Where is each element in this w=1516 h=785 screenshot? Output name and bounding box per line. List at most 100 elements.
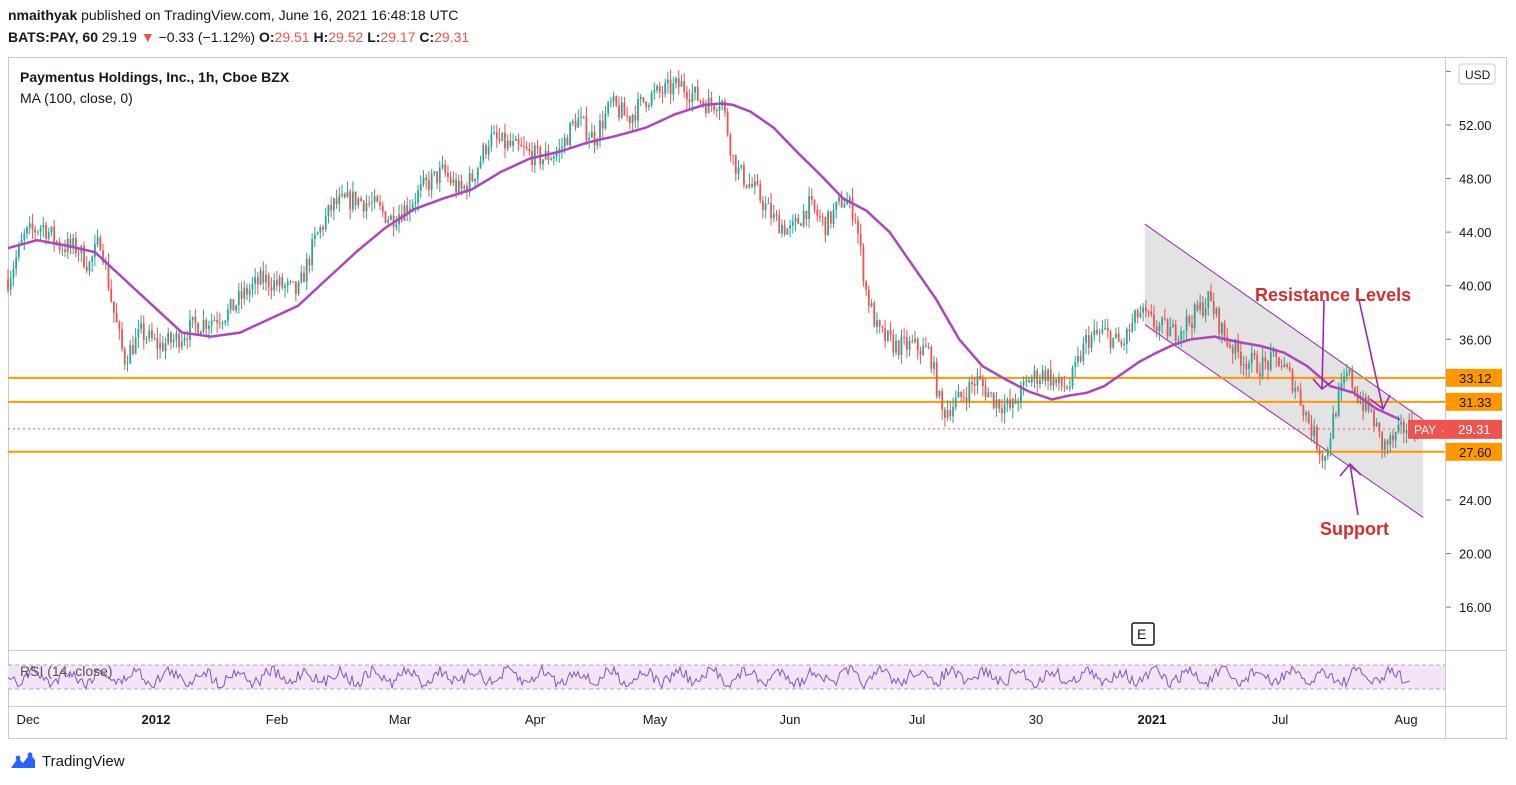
candle-body [911, 341, 914, 343]
candle-body [971, 382, 973, 384]
currency-button[interactable]: USD [1458, 63, 1496, 85]
time-axis-labels: Dec 2012 Feb Mar Apr May Jun Jul 30 2021 Jul Aug [16, 712, 1417, 727]
candle-body [536, 145, 539, 148]
candle-body [354, 191, 357, 206]
candle-body [1302, 405, 1305, 416]
candle-body [1337, 390, 1340, 416]
candle-body [1172, 324, 1174, 328]
candle-body [452, 179, 455, 184]
candle-body [1326, 449, 1329, 457]
candle-body [1218, 308, 1221, 334]
candle-body [1354, 387, 1356, 394]
rsi-line [7, 663, 1411, 690]
candle-body [895, 340, 897, 353]
earnings-marker[interactable]: E [1131, 622, 1155, 646]
candle-body [294, 281, 297, 294]
candle-body [183, 338, 186, 342]
candle-body [857, 220, 859, 234]
candle-body [77, 253, 80, 255]
candle-body [786, 228, 789, 235]
candle-body [1305, 412, 1307, 416]
candle-body [1364, 396, 1367, 411]
candle-body [743, 165, 745, 185]
candle-body [1253, 353, 1256, 356]
resistance-label: Resistance Levels [1255, 285, 1411, 305]
earnings-marker-label: E [1137, 626, 1146, 642]
candle-body [148, 330, 151, 339]
candle-body [170, 332, 172, 343]
candle-body [1329, 438, 1332, 450]
price-tick-48.00: 48.00 [1459, 172, 1492, 187]
candle-body [512, 140, 515, 146]
price-levels[interactable] [8, 376, 1445, 453]
support-annotation[interactable]: Support [1320, 462, 1389, 539]
candle-body [1182, 330, 1185, 332]
candle-body [479, 160, 482, 168]
candle-body [498, 138, 501, 141]
author[interactable]: nmaithyak [8, 7, 78, 23]
descending-channel[interactable] [1144, 223, 1424, 518]
channel-upper-line [1144, 223, 1424, 421]
tradingview-brand[interactable]: TradingView [10, 752, 125, 770]
candle-body [83, 245, 85, 267]
candle-body [718, 106, 721, 111]
candle-body [905, 337, 908, 350]
candle-body [965, 397, 968, 402]
candle-body [816, 209, 819, 217]
candle-body [237, 291, 240, 306]
candle-body [31, 223, 34, 230]
candle-body [1248, 363, 1250, 369]
candle-body [289, 281, 292, 283]
resistance-annotation[interactable]: Resistance Levels [1255, 285, 1411, 411]
time-tick-0: Dec [16, 712, 40, 727]
candle-body [1049, 369, 1052, 386]
candle-body [1117, 333, 1120, 342]
published-text: published on TradingView.com, June 16, 2… [81, 7, 459, 23]
candle-body [381, 205, 384, 212]
candle-body [61, 249, 64, 251]
currency-label: USD [1465, 68, 1491, 82]
candle-body [1001, 408, 1003, 414]
candle-body [482, 145, 485, 161]
candle-body [1242, 364, 1245, 366]
candle-body [113, 301, 115, 313]
candle-body [335, 198, 338, 205]
candle-body [189, 319, 191, 340]
candle-body [167, 332, 170, 344]
candle-body [952, 407, 954, 417]
candle-body [829, 211, 832, 224]
candle-body [1313, 426, 1316, 437]
candle-body [235, 305, 238, 311]
rsi-pane[interactable]: RSI (14, close) [7, 663, 1445, 690]
candle-body [827, 211, 830, 236]
candle-body [1204, 307, 1207, 316]
candle-body [316, 232, 319, 235]
candle-body [28, 223, 31, 228]
candle-body [867, 289, 870, 307]
candle-body [74, 238, 77, 254]
candle-body [368, 203, 371, 205]
candle-body [107, 262, 110, 289]
ma-line[interactable] [7, 102, 1401, 421]
candle-body [343, 193, 346, 198]
candle-body [259, 270, 262, 285]
candle-body [476, 167, 479, 179]
channel-lower-line [1144, 324, 1424, 518]
candle-body [802, 210, 805, 226]
candle-body [1210, 291, 1212, 302]
candle-body [9, 278, 12, 290]
candle-body [419, 183, 422, 191]
time-tick-11: Aug [1394, 712, 1417, 727]
candle-body [1101, 329, 1104, 333]
close-label: C: [419, 29, 435, 45]
candle-body [550, 158, 553, 160]
candle-body [362, 200, 365, 212]
candle-body [1041, 370, 1044, 381]
candle-body [99, 237, 102, 251]
candle-body [270, 287, 273, 291]
candle-body [813, 199, 816, 210]
candle-body [123, 348, 126, 365]
candle-body [1074, 362, 1077, 368]
brand-name: TradingView [42, 752, 125, 770]
